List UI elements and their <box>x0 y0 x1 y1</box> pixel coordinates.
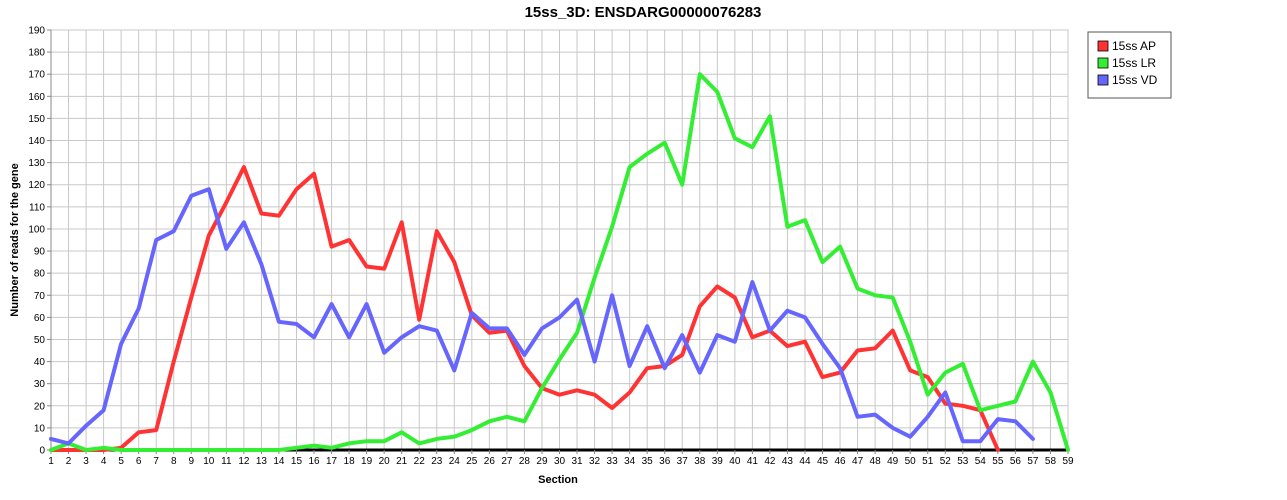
grid <box>50 29 1069 451</box>
x-tick-label: 20 <box>379 456 391 467</box>
y-tick-label: 180 <box>28 48 45 59</box>
x-tick-label: 29 <box>536 456 548 467</box>
x-tick-label: 50 <box>905 456 917 467</box>
x-tick-label: 3 <box>83 456 89 467</box>
x-axis-ticks: 1 2 3 4 5 6 7 8 9 10 11 12 13 14 15 16 17 18 19 20 21 22 23 24 2… <box>48 450 1074 467</box>
y-tick-label: 20 <box>34 401 46 412</box>
y-tick-label: 70 <box>34 291 46 302</box>
x-tick-label: 52 <box>940 456 952 467</box>
y-axis-label: Number of reads for the gene <box>9 163 21 316</box>
x-tick-label: 48 <box>870 456 882 467</box>
x-tick-label: 44 <box>799 456 811 467</box>
x-tick-label: 38 <box>694 456 706 467</box>
y-tick-label: 50 <box>34 335 46 346</box>
x-tick-label: 16 <box>308 456 320 467</box>
legend-label: 15ss AP <box>1112 39 1156 53</box>
x-tick-label: 35 <box>642 456 654 467</box>
x-tick-label: 49 <box>887 456 899 467</box>
x-tick-label: 43 <box>782 456 794 467</box>
x-tick-label: 57 <box>1027 456 1039 467</box>
x-tick-label: 28 <box>519 456 531 467</box>
x-tick-label: 30 <box>554 456 566 467</box>
x-tick-label: 6 <box>136 456 142 467</box>
y-tick-label: 0 <box>39 446 45 457</box>
y-tick-label: 10 <box>34 423 46 434</box>
y-tick-label: 40 <box>34 357 46 368</box>
y-tick-label: 170 <box>28 70 45 81</box>
y-tick-label: 110 <box>29 202 45 213</box>
x-tick-label: 32 <box>589 456 601 467</box>
y-tick-label: 150 <box>28 114 45 125</box>
x-tick-label: 33 <box>607 456 619 467</box>
x-axis-label: Section <box>538 474 578 486</box>
x-tick-label: 51 <box>922 456 934 467</box>
x-tick-label: 55 <box>992 456 1004 467</box>
x-tick-label: 1 <box>48 456 54 467</box>
legend-swatch <box>1097 57 1109 69</box>
x-tick-label: 40 <box>729 456 741 467</box>
x-tick-label: 46 <box>834 456 846 467</box>
x-tick-label: 14 <box>273 456 285 467</box>
x-tick-label: 59 <box>1062 456 1074 467</box>
x-tick-label: 13 <box>256 456 268 467</box>
x-tick-label: 27 <box>501 456 513 467</box>
x-tick-label: 12 <box>238 456 250 467</box>
x-tick-label: 17 <box>326 456 338 467</box>
x-tick-label: 53 <box>957 456 969 467</box>
chart-title: 15ss_3D: ENSDARG00000076283 <box>525 4 762 21</box>
y-tick-label: 80 <box>34 269 46 280</box>
x-tick-label: 37 <box>677 456 689 467</box>
x-tick-label: 8 <box>171 456 177 467</box>
y-tick-label: 120 <box>28 180 45 191</box>
x-tick-label: 22 <box>414 456 426 467</box>
legend-swatch <box>1097 74 1109 86</box>
y-tick-label: 60 <box>34 313 46 324</box>
x-tick-label: 21 <box>396 456 408 467</box>
y-tick-label: 190 <box>28 26 45 37</box>
x-tick-label: 39 <box>712 456 724 467</box>
y-tick-label: 160 <box>28 92 45 103</box>
x-tick-label: 25 <box>466 456 478 467</box>
x-tick-label: 34 <box>624 456 636 467</box>
legend: 15ss AP 15ss LR 15ss VD <box>1087 31 1172 99</box>
x-tick-label: 47 <box>852 456 864 467</box>
x-tick-label: 19 <box>361 456 373 467</box>
y-axis-ticks: 0 10 20 30 40 50 60 70 80 90 100 110 120 130 140 150 160… <box>28 26 51 457</box>
y-tick-label: 130 <box>28 158 45 169</box>
legend-label: 15ss LR <box>1112 56 1156 70</box>
series-lines <box>49 72 1070 452</box>
x-tick-label: 41 <box>747 456 759 467</box>
x-tick-label: 58 <box>1045 456 1057 467</box>
x-tick-label: 23 <box>431 456 443 467</box>
series-line-3 <box>49 187 1035 446</box>
x-tick-label: 26 <box>484 456 496 467</box>
y-tick-label: 90 <box>34 247 46 258</box>
x-tick-label: 24 <box>449 456 461 467</box>
x-tick-label: 9 <box>188 456 194 467</box>
y-tick-label: 140 <box>28 136 45 147</box>
x-tick-label: 10 <box>203 456 215 467</box>
x-tick-label: 31 <box>571 456 583 467</box>
x-tick-label: 42 <box>764 456 776 467</box>
x-tick-label: 56 <box>1010 456 1022 467</box>
x-tick-label: 18 <box>344 456 356 467</box>
x-tick-label: 4 <box>101 456 107 467</box>
x-tick-label: 7 <box>153 456 159 467</box>
legend-label: 15ss VD <box>1112 73 1158 87</box>
x-tick-label: 11 <box>221 456 232 467</box>
legend-swatch <box>1097 40 1109 52</box>
x-tick-label: 36 <box>659 456 671 467</box>
x-tick-label: 15 <box>291 456 303 467</box>
x-tick-label: 5 <box>118 456 124 467</box>
y-tick-label: 30 <box>34 379 46 390</box>
x-tick-label: 2 <box>66 456 72 467</box>
y-tick-label: 100 <box>28 224 45 235</box>
x-tick-label: 54 <box>975 456 987 467</box>
x-tick-label: 45 <box>817 456 829 467</box>
series-line-2 <box>49 72 1070 452</box>
